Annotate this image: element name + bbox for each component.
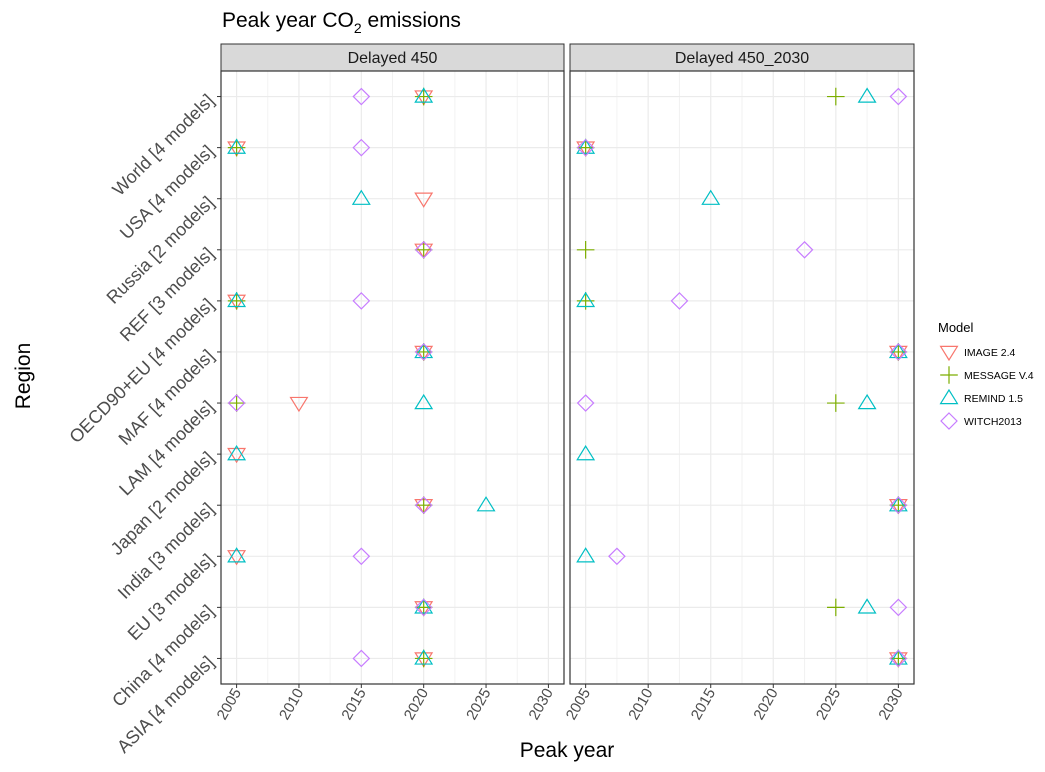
x-tick-label: 2020 [750, 686, 781, 723]
data-point-marker [827, 394, 845, 412]
data-point-marker [857, 598, 877, 614]
legend-entry-label: MESSAGE V.4 [964, 370, 1034, 382]
data-point-marker [414, 343, 433, 361]
y-axis-label: Region [12, 343, 35, 410]
data-point-marker [414, 240, 433, 259]
data-point-marker [414, 393, 434, 410]
legend: Model IMAGE 2.4 MESSAGE V.4 REMIND 1.5 WITC… [938, 320, 1034, 430]
data-point-marker [476, 496, 496, 512]
legend-entry-label: REMIND 1.5 [964, 393, 1023, 405]
legend-entry: REMIND 1.5 [939, 388, 1023, 405]
y-tick-label: ASIA [4 models] [113, 652, 218, 757]
data-point-marker [827, 598, 845, 617]
legend-entry: WITCH2013 [940, 412, 1022, 430]
data-point-marker [352, 292, 371, 310]
legend-entry-label: IMAGE 2.4 [964, 347, 1016, 359]
legend-key-marker [940, 366, 958, 384]
x-tick-label: 2025 [813, 686, 844, 723]
x-axis-label: Peak year [520, 739, 615, 762]
data-point-marker [227, 444, 247, 461]
data-point-marker [795, 240, 814, 259]
data-point-marker [889, 649, 908, 668]
facet-panel-2: Delayed 450_2030 2005 2010 2015 2020 2025 2030 [563, 43, 915, 723]
data-point-marker [608, 547, 626, 566]
data-point-marker [827, 87, 845, 106]
data-point-marker [889, 496, 908, 515]
y-axis: World [4 models]USA [4 models]Russia [2 … [65, 90, 221, 757]
data-point-marker [414, 649, 434, 665]
data-point-marker [576, 394, 595, 412]
legend-title: Model [938, 320, 974, 335]
data-point-marker [227, 138, 247, 154]
data-point-marker [888, 649, 908, 665]
facet-strip-label: Delayed 450_2030 [675, 50, 809, 67]
data-point-marker [289, 396, 309, 413]
chart-title: Peak year CO2 emissions [222, 9, 461, 36]
data-point-marker [414, 192, 434, 208]
data-point-marker [888, 342, 908, 359]
data-point-marker [414, 496, 433, 515]
panel-border [220, 70, 565, 685]
data-point-marker [227, 291, 247, 308]
chart-title-subscript: 2 [354, 20, 362, 36]
data-point-marker [576, 547, 596, 563]
data-point-marker [414, 240, 433, 259]
data-point-marker [352, 649, 371, 668]
facet-strip [569, 43, 915, 72]
legend-key-marker [939, 345, 959, 362]
x-tick-label: 2030 [875, 686, 906, 723]
x-tick-label: 2025 [463, 686, 494, 723]
data-point-marker [888, 496, 908, 512]
panel-border [569, 70, 915, 685]
data-point-marker [414, 87, 434, 103]
x-tick-label: 2015 [338, 686, 369, 723]
x-tick-label: 2015 [688, 686, 719, 723]
data-point-marker [701, 189, 721, 205]
data-point-marker [576, 444, 596, 461]
x-tick-label: 2005 [214, 686, 245, 723]
data-point-marker [227, 547, 247, 563]
data-point-marker [414, 496, 433, 515]
data-point-marker [576, 138, 595, 157]
data-point-marker [889, 598, 908, 617]
data-point-marker [576, 138, 596, 154]
legend-entry: IMAGE 2.4 [939, 345, 1016, 362]
x-tick-label: 2030 [525, 686, 556, 723]
data-point-marker [889, 343, 908, 361]
data-point-marker [352, 138, 371, 157]
x-tick-label: 2010 [625, 686, 656, 723]
data-point-marker [351, 189, 371, 205]
legend-key-marker [940, 412, 958, 430]
data-point-marker [227, 394, 246, 412]
x-tick-label: 2020 [401, 686, 432, 723]
chart-title-tail: emissions [362, 9, 461, 32]
data-point-marker [857, 393, 877, 410]
x-tick-label: 2010 [276, 686, 307, 723]
data-point-marker [352, 547, 371, 566]
data-point-marker [352, 87, 371, 106]
data-point-marker [414, 342, 434, 359]
facet-strip-label: Delayed 450 [348, 50, 438, 67]
data-point-marker [889, 87, 908, 106]
data-point-marker [227, 394, 246, 412]
data-point-marker [857, 87, 877, 103]
chart-title-main: Peak year CO [222, 9, 354, 32]
data-point-marker [576, 291, 596, 308]
data-point-marker [576, 240, 595, 259]
legend-entry: MESSAGE V.4 [940, 366, 1034, 384]
data-point-marker [414, 598, 433, 617]
legend-key-marker [939, 388, 959, 405]
data-point-marker [227, 550, 247, 566]
data-point-marker [670, 292, 689, 310]
data-point-marker [227, 447, 247, 464]
facet-strip [220, 43, 565, 72]
legend-entry-label: WITCH2013 [964, 416, 1022, 428]
data-point-marker [414, 598, 434, 614]
facet-panel-1: Delayed 450 2005 2010 2015 2020 2025 2030 [214, 43, 565, 723]
x-tick-label: 2005 [563, 686, 594, 723]
